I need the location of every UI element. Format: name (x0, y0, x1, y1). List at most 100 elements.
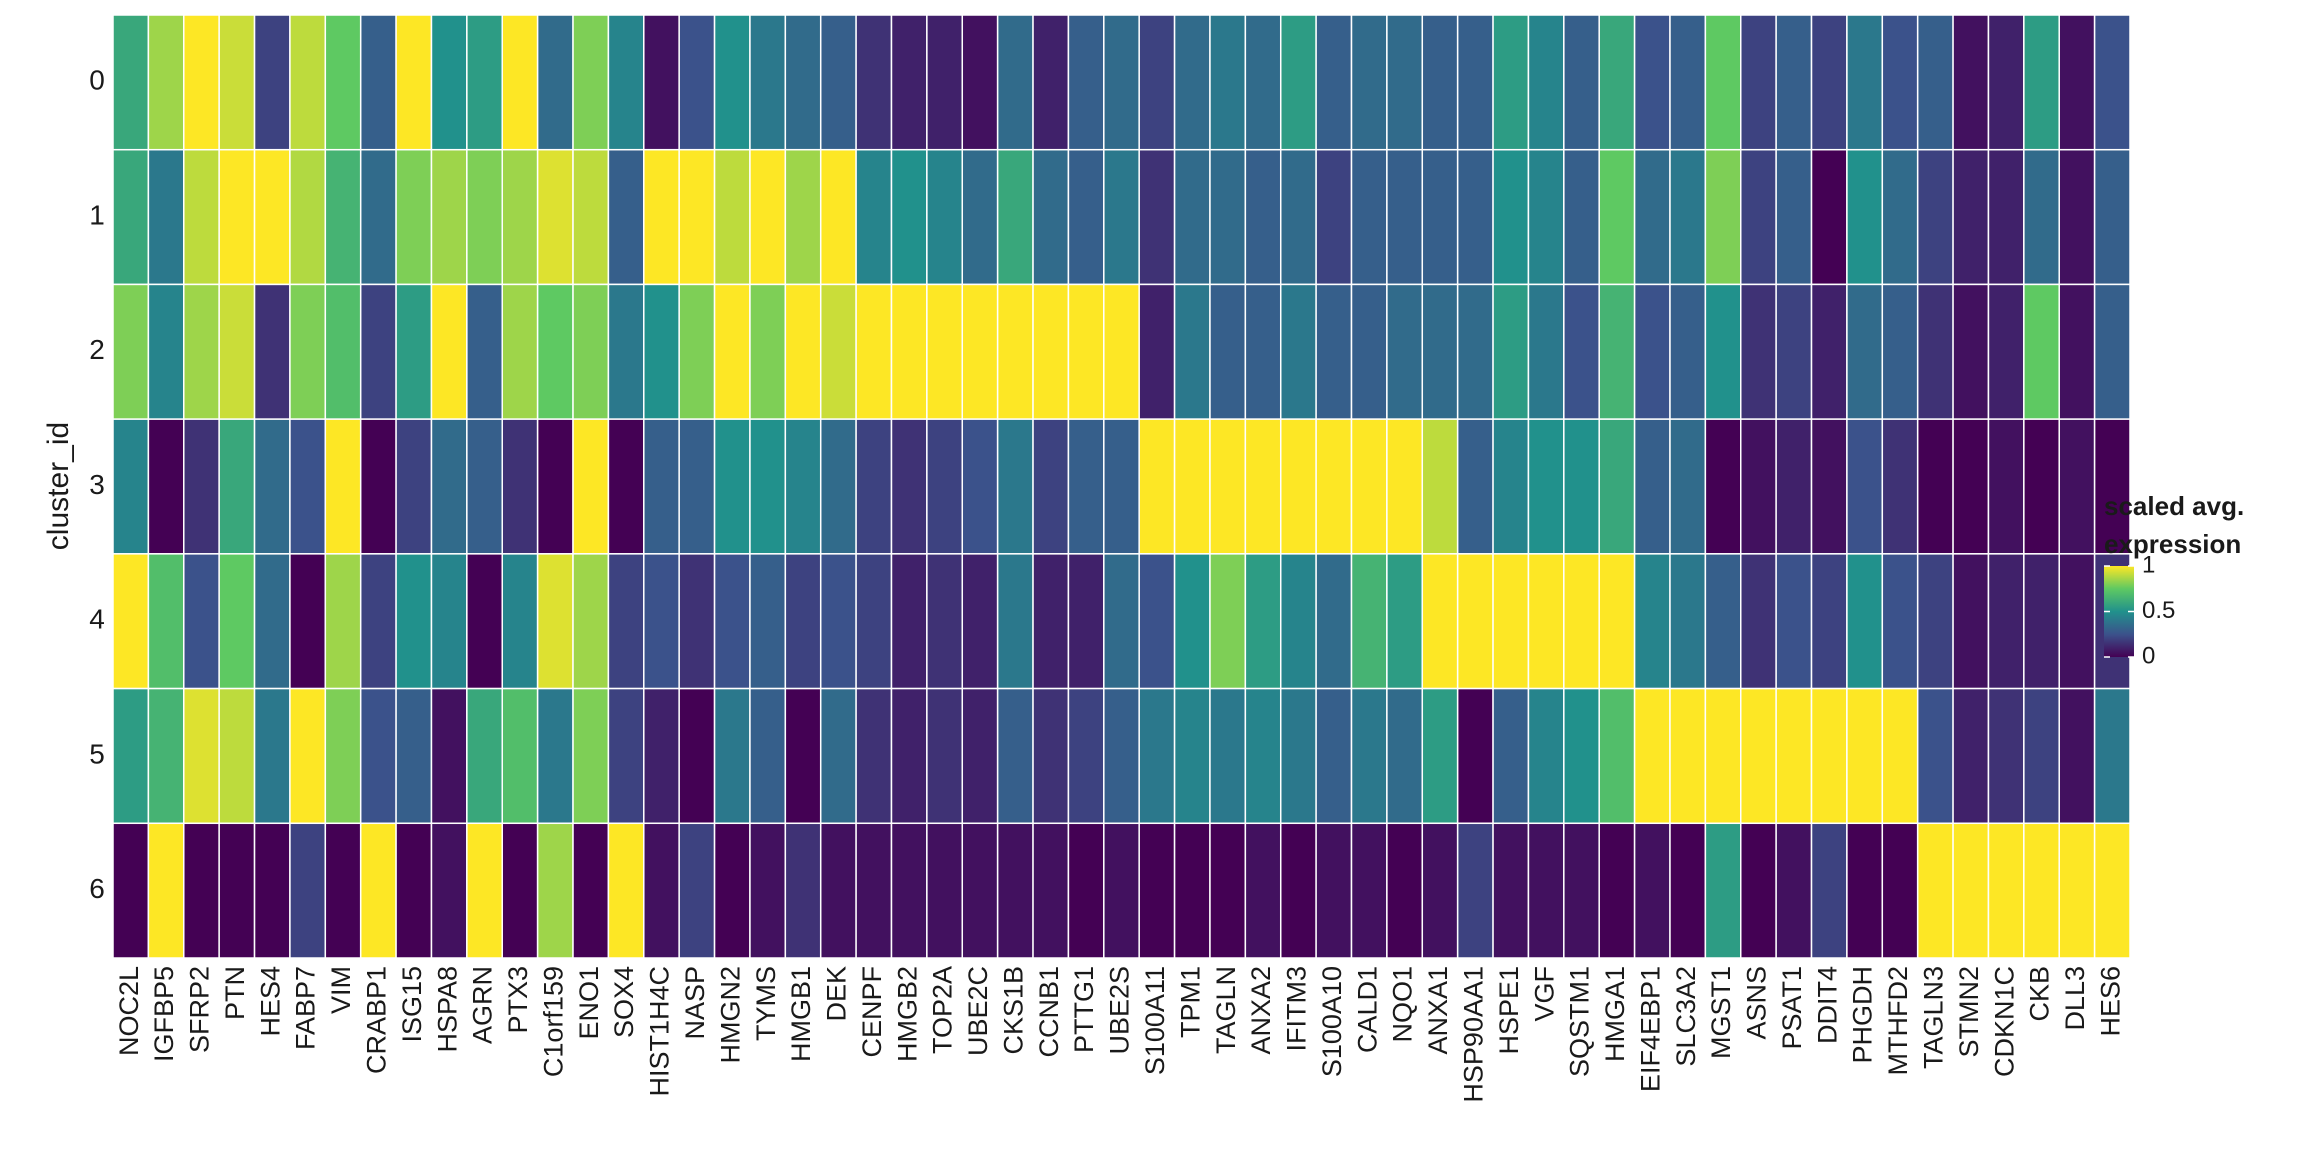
heatmap-cell (1456, 418, 1494, 555)
heatmap-cell (430, 418, 468, 555)
heatmap-cell (996, 283, 1034, 420)
x-tick-label: DEK (822, 966, 852, 1022)
x-tick-label: NQO1 (1388, 966, 1418, 1043)
heatmap-cell (2093, 418, 2131, 555)
heatmap-cell (2023, 283, 2060, 420)
heatmap-cell (926, 14, 964, 151)
heatmap-cell (1916, 14, 1954, 151)
heatmap-cell (1810, 148, 1848, 286)
heatmap-cell (324, 687, 362, 825)
heatmap-cell (926, 822, 964, 959)
heatmap-cell (2058, 553, 2096, 690)
x-tick-label: HSPA8 (432, 966, 462, 1053)
heatmap-cell (1881, 418, 1919, 555)
heatmap-cell (1740, 553, 1777, 690)
heatmap-cell (359, 283, 397, 420)
heatmap-cell (607, 822, 645, 959)
x-tick-label: HIST1H4C (645, 966, 675, 1097)
y-tick-label: 4 (89, 604, 105, 635)
heatmap-cell (2093, 687, 2131, 825)
heatmap-cell (395, 418, 433, 555)
heatmap-cell (359, 553, 397, 690)
heatmap-cell (1244, 148, 1282, 286)
heatmap-cell (784, 553, 822, 690)
heatmap-cell (1279, 418, 1317, 555)
heatmap-cell (1633, 148, 1671, 286)
heatmap-cell (536, 283, 574, 420)
x-tick-label: DLL3 (2060, 966, 2090, 1031)
heatmap-cell (1456, 14, 1494, 151)
heatmap-cell (1244, 418, 1282, 555)
heatmap-cell (430, 687, 468, 825)
heatmap-cell (572, 822, 610, 959)
heatmap-cell (1987, 283, 2025, 420)
heatmap-cell (1209, 822, 1247, 959)
heatmap-cell (1209, 687, 1247, 825)
heatmap-cell (2093, 14, 2131, 151)
heatmap-cell (1279, 283, 1317, 420)
x-tick-label: MGST1 (1706, 966, 1736, 1059)
x-tick-label: TAGLN3 (1919, 966, 1949, 1069)
heatmap-cell (996, 553, 1034, 690)
heatmap-cell (2023, 14, 2060, 151)
heatmap-cell (395, 148, 433, 286)
heatmap-cell (749, 822, 787, 959)
heatmap-cell (466, 283, 503, 420)
x-tick-label: PSAT1 (1777, 966, 1807, 1050)
heatmap-cell (1775, 553, 1813, 690)
heatmap-cell (183, 553, 220, 690)
heatmap-cell (1279, 148, 1317, 286)
heatmap-cell (1563, 687, 1600, 825)
heatmap-cell (1952, 283, 1990, 420)
heatmap-cell (1103, 148, 1140, 286)
heatmap-cell (2023, 148, 2060, 286)
x-tick-label: VGF (1529, 966, 1559, 1022)
heatmap-cell (749, 283, 787, 420)
heatmap-cell (1456, 283, 1494, 420)
heatmap-cell (643, 822, 680, 959)
heatmap-cell (501, 148, 539, 286)
heatmap-cell (466, 553, 503, 690)
heatmap-cell (1633, 687, 1671, 825)
x-tick-label: NOC2L (114, 966, 144, 1056)
heatmap-cell (1315, 687, 1353, 825)
x-tick-label: AGRN (468, 966, 498, 1044)
heatmap-cell (1386, 687, 1424, 825)
heatmap-cell (2093, 148, 2131, 286)
x-tick-label: HMGB2 (892, 966, 922, 1062)
heatmap-cell (1386, 148, 1424, 286)
x-tick-label: MTHFD2 (1883, 966, 1913, 1076)
heatmap-cell (713, 418, 751, 555)
heatmap-cell (1952, 14, 1990, 151)
heatmap-cell (501, 14, 539, 151)
heatmap-cell (289, 283, 327, 420)
heatmap-cell (572, 687, 610, 825)
heatmap-cell (112, 822, 150, 959)
heatmap-cell (1987, 14, 2025, 151)
x-tick-label: S100A11 (1140, 966, 1170, 1075)
heatmap-cell (996, 14, 1034, 151)
x-tick-label: HMGN2 (715, 966, 745, 1064)
heatmap-cell (678, 687, 716, 825)
heatmap-cell (1350, 822, 1388, 959)
heatmap-cell (1032, 283, 1070, 420)
heatmap-cell (112, 14, 150, 151)
heatmap-cell (324, 283, 362, 420)
heatmap-cell (678, 822, 716, 959)
heatmap-cell (359, 14, 397, 151)
heatmap-cell (1067, 687, 1105, 825)
heatmap-cell (218, 148, 256, 286)
heatmap-cell (678, 283, 716, 420)
heatmap-cell (572, 283, 610, 420)
x-tick-label: ANXA2 (1246, 966, 1276, 1055)
heatmap-cell (1881, 687, 1919, 825)
heatmap-cell (1598, 553, 1636, 690)
heatmap-cell (1103, 14, 1140, 151)
x-tick-label: PTX3 (503, 966, 533, 1034)
x-tick-label: ASNS (1742, 966, 1772, 1040)
heatmap-cell (147, 687, 185, 825)
heatmap-cell (1916, 553, 1954, 690)
x-tick-label: ENO1 (574, 966, 604, 1040)
heatmap-cell (1315, 553, 1353, 690)
